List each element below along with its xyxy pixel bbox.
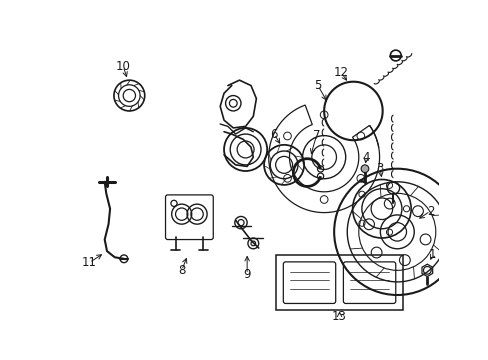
Text: 1: 1 — [428, 248, 436, 261]
Bar — [276, 255, 403, 310]
Text: 4: 4 — [362, 150, 369, 164]
Text: 2: 2 — [426, 204, 433, 217]
Text: 7: 7 — [312, 129, 320, 142]
Text: 11: 11 — [81, 256, 97, 269]
Text: 6: 6 — [270, 127, 277, 140]
Circle shape — [360, 165, 368, 172]
Text: 12: 12 — [333, 66, 348, 79]
Text: 8: 8 — [178, 264, 185, 277]
Text: 13: 13 — [331, 310, 346, 323]
Text: 9: 9 — [243, 268, 250, 281]
Text: 5: 5 — [314, 79, 321, 92]
Text: 3: 3 — [376, 162, 383, 175]
Text: 10: 10 — [116, 60, 130, 73]
